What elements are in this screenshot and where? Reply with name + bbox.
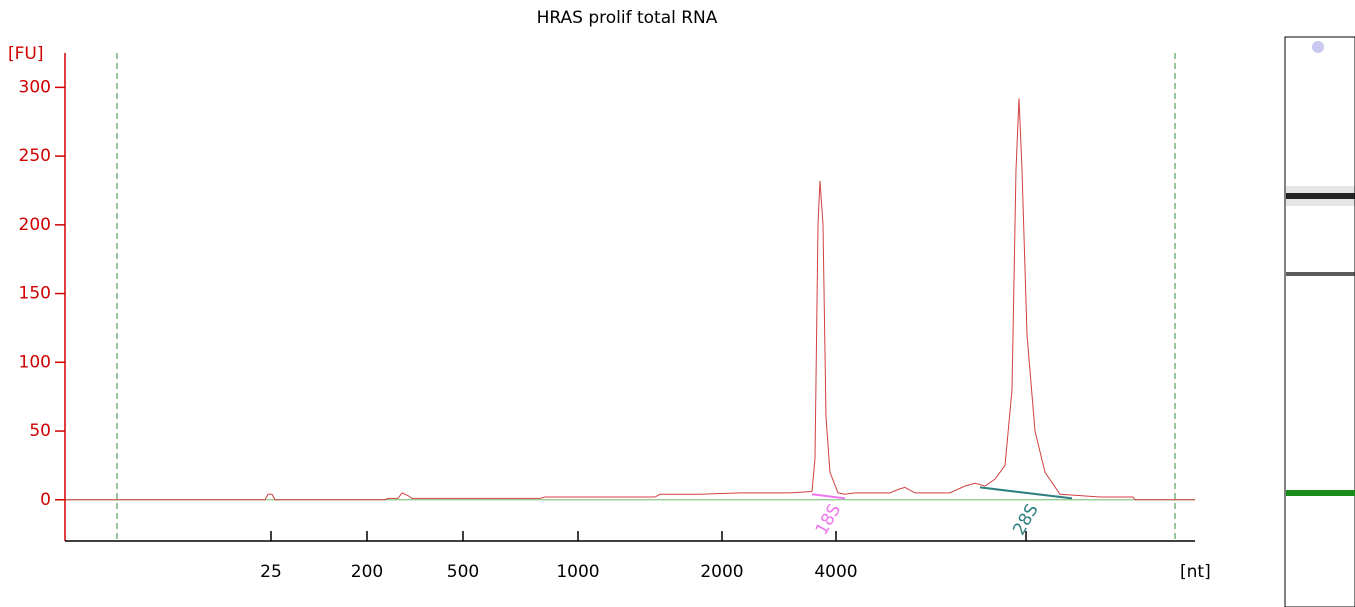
trace [65, 98, 1195, 501]
gel-marker-band [1286, 490, 1355, 496]
x-tick-label: 1000 [556, 562, 599, 582]
peak-baseline [979, 486, 1073, 500]
peak-baseline [811, 493, 846, 500]
y-tick-label: 0 [40, 490, 51, 510]
y-tick-label: 150 [19, 284, 51, 304]
peak-label: 28S [1009, 501, 1043, 539]
x-tick-label: 500 [447, 562, 479, 582]
y-tick-label: 300 [19, 77, 51, 97]
x-tick-label: 4000 [814, 562, 857, 582]
gel-band-glow [1286, 186, 1355, 206]
y-tick-label: 250 [19, 146, 51, 166]
y-axis-label: [FU] [8, 44, 44, 64]
gel-well [1312, 41, 1324, 53]
gel-lane [1284, 36, 1355, 607]
gel-band [1286, 272, 1355, 276]
y-tick-label: 200 [19, 215, 51, 235]
x-tick-label: 200 [351, 562, 383, 582]
chart-title: HRAS prolif total RNA [537, 8, 718, 28]
y-tick-label: 50 [29, 421, 51, 441]
x-tick-label: 2000 [700, 562, 743, 582]
x-axis-label: [nt] [1180, 562, 1211, 582]
peak-label: 18S [812, 501, 846, 539]
x-tick-label: 25 [260, 562, 282, 582]
gel-frame [1284, 36, 1355, 607]
gel-band [1286, 193, 1355, 199]
y-tick-label: 100 [19, 352, 51, 372]
